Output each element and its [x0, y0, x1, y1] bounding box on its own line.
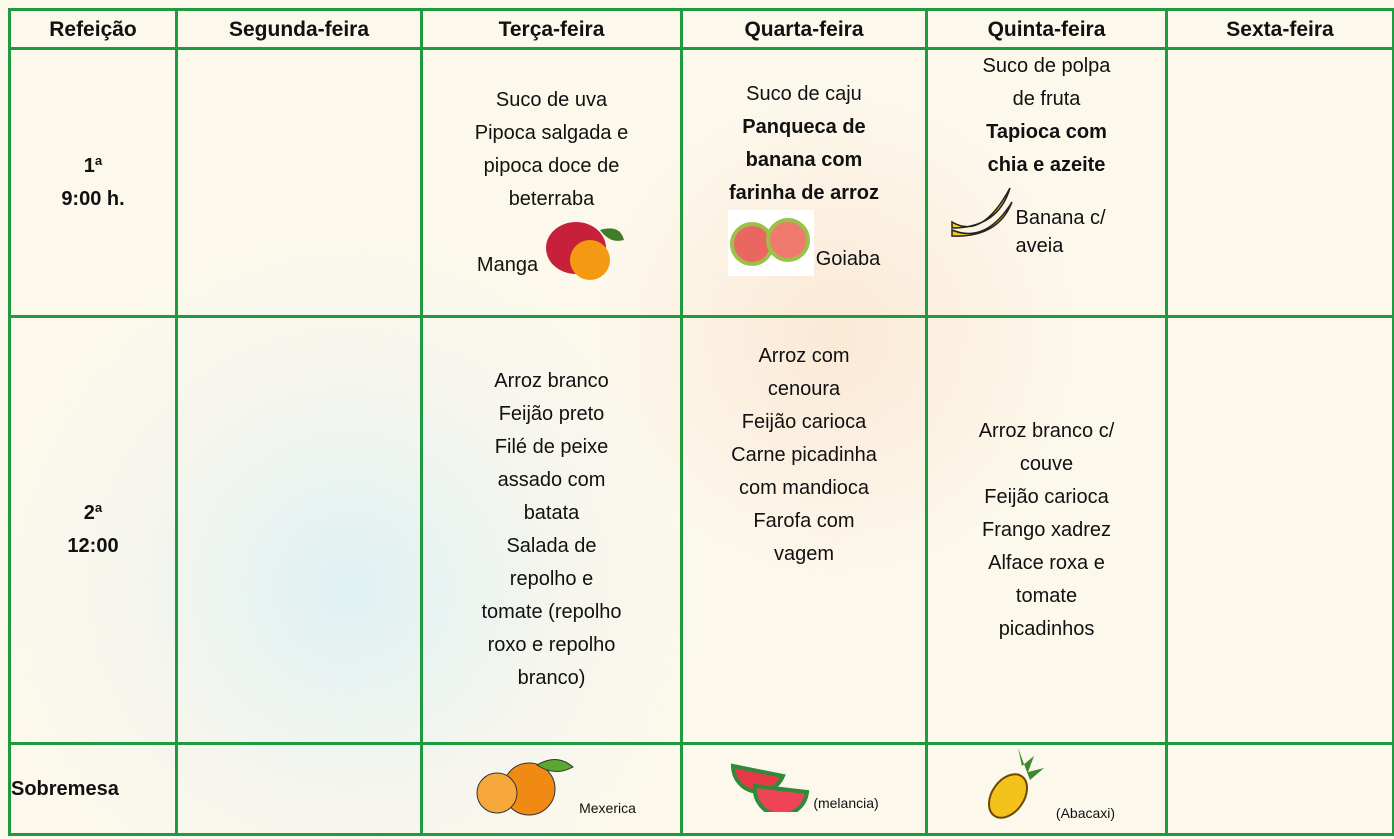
item: Suco de uva [495, 88, 608, 111]
item: Arroz branco c/ [978, 419, 1115, 442]
banana-icon [950, 187, 1013, 237]
header-cell: Segunda-feira [175, 8, 423, 50]
header-cell: Sexta-feira [1165, 8, 1394, 50]
cell: Suco de caju Panqueca de banana com fari… [680, 47, 928, 318]
item: pipoca doce de [483, 154, 620, 177]
empty-cell [1165, 47, 1394, 318]
item-bold: Panqueca de [742, 116, 866, 138]
item: branco) [517, 667, 586, 689]
item: Pipoca salgada e [474, 121, 629, 144]
item: Filé de peixe [494, 436, 609, 458]
item: de fruta [1012, 88, 1081, 110]
empty-cell [175, 315, 423, 745]
guava-icon [727, 210, 814, 276]
item: com mandioca [738, 477, 870, 499]
header-cell: Refeição [8, 8, 178, 50]
cell: Suco de uva Pipoca salgada e pipoca doce… [420, 47, 683, 318]
item: Feijão carioca [984, 485, 1109, 508]
meal-time: 9:00 h. [61, 187, 125, 210]
fruit-label: (melancia) [813, 794, 879, 811]
item: Salada de [506, 535, 597, 557]
item-bold: farinha de arroz [728, 182, 880, 204]
fruit: (melancia) [729, 756, 879, 812]
item: tomate [1015, 584, 1078, 607]
item: cenoura [767, 378, 841, 400]
meal-cell: Sobremesa [8, 742, 178, 836]
empty-cell [1165, 315, 1394, 745]
cell: (Abacaxi) [925, 742, 1168, 836]
item: Feijão carioca [741, 411, 867, 433]
cell: Mexerica [420, 742, 683, 836]
cell: Arroz com cenoura Feijão carioca Carne pica… [680, 315, 928, 745]
fruit: (Abacaxi) [978, 746, 1115, 822]
row: Sobremesa Mexerica (melancia) (Abacaxi) [8, 742, 1394, 836]
item: tomate (repolho [481, 601, 622, 623]
item: Suco de polpa [982, 55, 1111, 77]
fruit-label: Banana c/ aveia [1015, 207, 1106, 257]
meal-cell: 2ª 12:00 [8, 315, 178, 745]
item: couve [1019, 452, 1074, 475]
item: batata [523, 502, 580, 524]
item-bold: chia e azeite [987, 154, 1106, 176]
item: Arroz branco [494, 370, 609, 392]
mango-icon [546, 221, 625, 280]
watermelon-icon [731, 763, 810, 812]
item: picadinhos [998, 617, 1095, 640]
fruit-label: Manga [476, 253, 539, 276]
cell: Arroz branco c/couve Feijão carioca Frango… [925, 315, 1168, 745]
item: Alface roxa e [988, 551, 1105, 574]
empty-cell [1165, 742, 1394, 836]
item: Arroz com [758, 345, 850, 367]
header-cell: Quarta-feira [680, 8, 928, 50]
meal-label: 2ª [83, 502, 103, 524]
empty-cell [175, 47, 423, 318]
item: Suco de caju [746, 83, 862, 105]
header-row: Refeição Segunda-feira Terça-feira Quart… [8, 8, 1394, 50]
fruit-label: (Abacaxi) [1055, 804, 1116, 821]
cell: Arroz branco Feijão preto Filé de peixe ass… [420, 315, 683, 745]
item-bold: banana com [745, 149, 863, 171]
cell: (melancia) [680, 742, 928, 836]
item: Carne picadinha [731, 444, 877, 466]
item: repolho e [509, 568, 594, 590]
item: assado com [497, 469, 606, 491]
fruit: Mexerica [467, 751, 636, 817]
row: 1ª 9:00 h. Suco de uva Pipoca salgada e … [8, 47, 1394, 318]
meal-label: Sobremesa [11, 777, 119, 800]
fruit: Manga [477, 216, 626, 282]
item: roxo e repolho [487, 634, 616, 656]
fruit-label: Goiaba [815, 248, 881, 270]
fruit: Goiaba [727, 210, 881, 276]
header-cell: Terça-feira [420, 8, 683, 50]
meal-time: 12:00 [67, 535, 119, 557]
fruit-label: Mexerica [579, 799, 636, 816]
empty-cell [175, 742, 423, 836]
item: vagem [773, 543, 835, 565]
item-bold: Tapioca com [986, 121, 1107, 143]
cell: Suco de polpa de fruta Tapioca com chia … [925, 47, 1168, 318]
row: 2ª 12:00 Arroz branco Feijão preto Filé de… [8, 315, 1394, 745]
meal-label: 1ª [83, 154, 103, 177]
item: Feijão preto [498, 403, 605, 425]
menu-table: Refeição Segunda-feira Terça-feira Quart… [8, 8, 1394, 836]
item: Frango xadrez [982, 518, 1111, 541]
item: Farofa com [753, 510, 855, 532]
meal-cell: 1ª 9:00 h. [8, 47, 178, 318]
pineapple-icon [987, 747, 1044, 819]
item: beterraba [508, 187, 595, 210]
fruit: Banana c/ aveia [948, 182, 1146, 260]
header-cell: Quinta-feira [925, 8, 1168, 50]
tangerine-icon [476, 758, 574, 815]
